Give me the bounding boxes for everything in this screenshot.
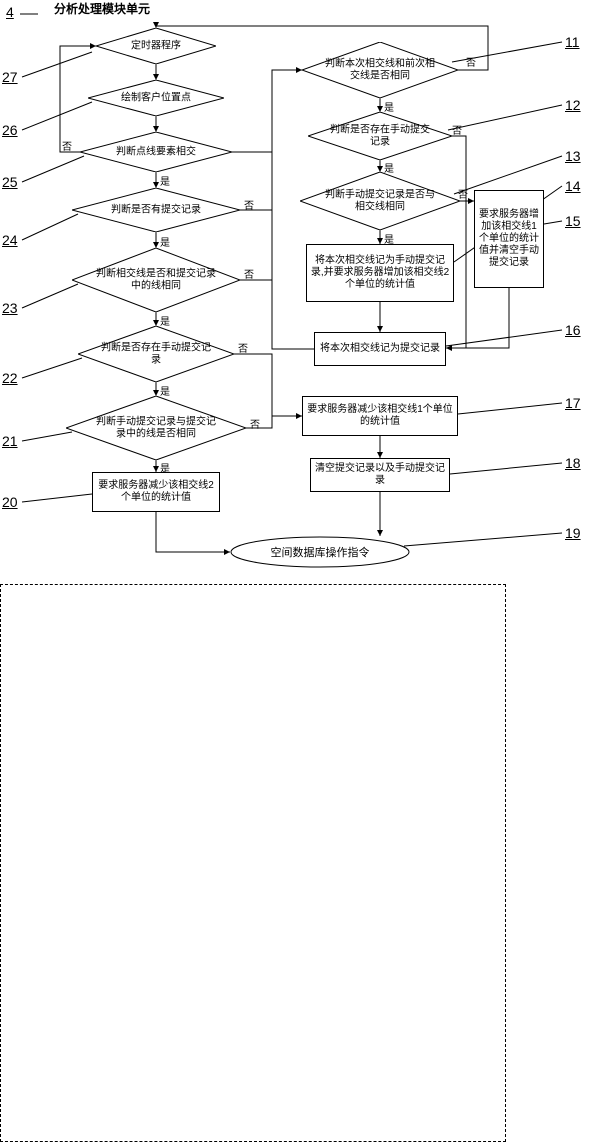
node-intersect: 判断点线要素相交: [80, 132, 232, 172]
node-mark-submit-label: 将本次相交线记为提交记录: [320, 343, 440, 355]
node-timer: 定时器程序: [96, 28, 216, 64]
lbl-22-no: 否: [238, 340, 248, 355]
lbl-12-yes: 是: [384, 160, 394, 175]
callout-14: 14: [565, 178, 581, 194]
node-has-submit: 判断是否有提交记录: [72, 188, 240, 232]
lbl-25-yes: 是: [160, 173, 170, 188]
node-timer-label: 定时器程序: [96, 40, 216, 52]
callout-18: 18: [565, 455, 581, 471]
lbl-21-no: 否: [250, 416, 260, 431]
callout-20: 20: [2, 494, 18, 510]
lbl-11-yes: 是: [384, 99, 394, 114]
node-has-manual-r-label: 判断是否存在手动提交记录: [308, 125, 452, 148]
callout-19: 19: [565, 525, 581, 541]
node-line-same-label: 判断相交线是否和提交记录中的线相同: [72, 269, 240, 292]
node-dec2: 要求服务器减少该相交线2个单位的统计值: [92, 472, 220, 512]
node-has-manual-label: 判断是否存在手动提交记录: [78, 343, 234, 366]
callout-13: 13: [565, 148, 581, 164]
node-mark-manual-label: 将本次相交线记为手动提交记录,并要求服务器增加该相交线2个单位的统计值: [310, 255, 450, 291]
node-clear-label: 清空提交记录以及手动提交记录: [314, 463, 446, 487]
node-dec2-label: 要求服务器减少该相交线2个单位的统计值: [96, 480, 216, 504]
lbl-24-no: 否: [244, 197, 254, 212]
module-title: 分析处理模块单元: [50, 0, 154, 17]
node-dec1: 要求服务器减少该相交线1个单位的统计值: [302, 396, 458, 436]
node-manual-same: 判断手动提交记录与提交记录中的线是否相同: [66, 396, 246, 460]
node-clear: 清空提交记录以及手动提交记录: [310, 458, 450, 492]
callout-12: 12: [565, 97, 581, 113]
node-draw-point-label: 绘制客户位置点: [88, 92, 224, 104]
callout-25: 25: [2, 174, 18, 190]
node-inc1-label: 要求服务器增加该相交线1个单位的统计值并清空手动提交记录: [478, 209, 540, 269]
lbl-23-no: 否: [244, 266, 254, 281]
node-mark-submit: 将本次相交线记为提交记录: [314, 332, 446, 366]
lbl-12-no: 否: [452, 122, 462, 137]
callout-21: 21: [2, 433, 18, 449]
node-db-cmd-label: 空间数据库操作指令: [230, 544, 410, 560]
node-manual-same-label: 判断手动提交记录与提交记录中的线是否相同: [66, 417, 246, 440]
lbl-13-yes: 是: [384, 231, 394, 246]
node-has-submit-label: 判断是否有提交记录: [72, 204, 240, 216]
callout-11: 11: [565, 34, 580, 50]
callout-22: 22: [2, 370, 18, 386]
node-has-manual-r: 判断是否存在手动提交记录: [308, 112, 452, 160]
callout-4: 4: [6, 4, 14, 20]
node-inc1: 要求服务器增加该相交线1个单位的统计值并清空手动提交记录: [474, 190, 544, 288]
node-intersect-label: 判断点线要素相交: [80, 146, 232, 158]
lbl-25-no: 否: [62, 138, 72, 153]
callout-17: 17: [565, 395, 581, 411]
node-mark-manual: 将本次相交线记为手动提交记录,并要求服务器增加该相交线2个单位的统计值: [306, 244, 454, 302]
callout-23: 23: [2, 300, 18, 316]
node-manual-same-r-label: 判断手动提交记录是否与相交线相同: [300, 190, 460, 213]
lbl-21-yes: 是: [160, 460, 170, 475]
lbl-11-no: 否: [466, 54, 476, 69]
callout-26: 26: [2, 122, 18, 138]
callout-27: 27: [2, 69, 18, 85]
callout-16: 16: [565, 322, 581, 338]
callout-24: 24: [2, 232, 18, 248]
node-prev-same: 判断本次相交线和前次相交线是否相同: [302, 42, 458, 98]
lbl-24-yes: 是: [160, 234, 170, 249]
lbl-23-yes: 是: [160, 313, 170, 328]
node-line-same: 判断相交线是否和提交记录中的线相同: [72, 248, 240, 312]
node-db-cmd: 空间数据库操作指令: [230, 536, 410, 568]
node-manual-same-r: 判断手动提交记录是否与相交线相同: [300, 172, 460, 230]
inner-frame: [0, 584, 506, 1142]
lbl-22-yes: 是: [160, 383, 170, 398]
node-draw-point: 绘制客户位置点: [88, 80, 224, 116]
node-dec1-label: 要求服务器减少该相交线1个单位的统计值: [306, 404, 454, 428]
node-has-manual: 判断是否存在手动提交记录: [78, 326, 234, 382]
node-prev-same-label: 判断本次相交线和前次相交线是否相同: [302, 59, 458, 82]
callout-15: 15: [565, 213, 581, 229]
lbl-13-no: 否: [458, 186, 468, 201]
